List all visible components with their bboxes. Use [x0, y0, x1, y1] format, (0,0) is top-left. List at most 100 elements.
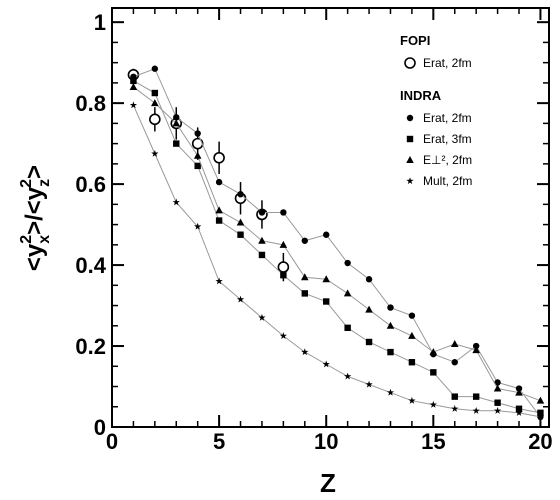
marker — [451, 393, 458, 400]
marker — [493, 407, 502, 414]
marker — [215, 277, 223, 285]
marker — [301, 290, 308, 297]
marker — [387, 348, 394, 356]
x-tick-label: 15 — [421, 429, 445, 454]
marker — [213, 151, 225, 164]
x-tick-label: 5 — [213, 429, 225, 454]
y-tick-label: 0.8 — [75, 91, 106, 116]
marker — [279, 240, 288, 248]
legend-label: Erat, 2fm — [423, 56, 472, 70]
marker — [451, 359, 458, 366]
marker — [323, 298, 330, 305]
series-line — [133, 80, 541, 414]
legend-group-title: INDRA — [400, 88, 442, 103]
marker — [215, 178, 223, 186]
legend-marker — [406, 114, 414, 122]
marker — [172, 119, 181, 127]
marker — [408, 359, 416, 366]
marker — [301, 237, 308, 244]
marker — [277, 261, 290, 273]
marker — [258, 251, 266, 259]
marker — [536, 396, 545, 404]
marker — [472, 393, 480, 400]
marker — [323, 231, 330, 238]
marker — [429, 400, 437, 408]
series-line — [133, 86, 541, 402]
marker — [191, 137, 204, 150]
marker — [344, 324, 351, 332]
series-line — [133, 68, 541, 418]
y-label-part: 2 — [18, 179, 35, 188]
marker — [365, 338, 373, 346]
marker — [129, 101, 138, 109]
legend-marker — [406, 135, 414, 143]
marker — [280, 209, 287, 216]
marker — [365, 380, 373, 388]
marker — [472, 342, 480, 350]
marker — [215, 206, 223, 214]
marker — [258, 209, 266, 216]
legend-marker — [404, 57, 416, 69]
marker — [344, 259, 351, 267]
marker — [237, 191, 244, 198]
marker — [129, 82, 138, 90]
marker — [537, 409, 544, 417]
x-tick-label: 10 — [314, 429, 338, 454]
legend-group-title: FOPI — [400, 33, 430, 48]
marker — [258, 313, 266, 321]
marker — [494, 399, 501, 406]
marker — [172, 198, 180, 206]
y-label-part: <y — [21, 243, 48, 271]
marker — [408, 331, 416, 339]
marker — [301, 348, 309, 356]
marker — [365, 276, 373, 283]
marker — [322, 275, 331, 283]
marker — [279, 332, 287, 339]
marker — [173, 114, 180, 121]
marker — [387, 304, 394, 311]
marker — [151, 89, 159, 97]
marker — [386, 321, 395, 329]
y-label-part: x — [36, 235, 53, 244]
plot-frame — [111, 7, 550, 428]
marker — [343, 289, 352, 297]
marker — [494, 379, 501, 386]
y-label-part: >/<y — [21, 186, 48, 235]
marker — [236, 295, 245, 303]
legend-marker — [406, 177, 414, 185]
y-tick-label: 0.2 — [75, 334, 106, 359]
marker — [130, 77, 137, 85]
marker — [258, 236, 266, 244]
marker — [322, 360, 330, 368]
marker — [515, 405, 523, 412]
marker — [280, 271, 287, 279]
marker — [515, 385, 523, 392]
y-tick-label: 0.6 — [75, 172, 106, 197]
marker — [194, 162, 201, 170]
marker — [472, 346, 480, 354]
marker — [408, 396, 416, 404]
legend-label: Erat, 2fm — [423, 111, 472, 125]
marker — [472, 407, 480, 414]
legend-label: Erat, 3fm — [423, 132, 472, 146]
y-label-part: z — [36, 179, 53, 187]
marker — [151, 99, 159, 107]
x-tick-label: 20 — [528, 429, 552, 454]
marker — [149, 113, 161, 126]
marker — [151, 149, 159, 157]
marker — [408, 312, 416, 319]
marker — [236, 218, 245, 226]
marker — [300, 273, 309, 281]
marker — [493, 384, 502, 392]
marker — [430, 369, 437, 376]
marker — [515, 409, 523, 416]
y-axis-label: <yx2>/<yz2> — [18, 165, 53, 271]
marker — [193, 151, 202, 159]
y-label-part: > — [21, 165, 48, 179]
marker — [237, 231, 244, 238]
marker — [450, 340, 459, 348]
marker — [173, 140, 180, 147]
marker — [151, 65, 159, 72]
series-line — [132, 104, 541, 418]
